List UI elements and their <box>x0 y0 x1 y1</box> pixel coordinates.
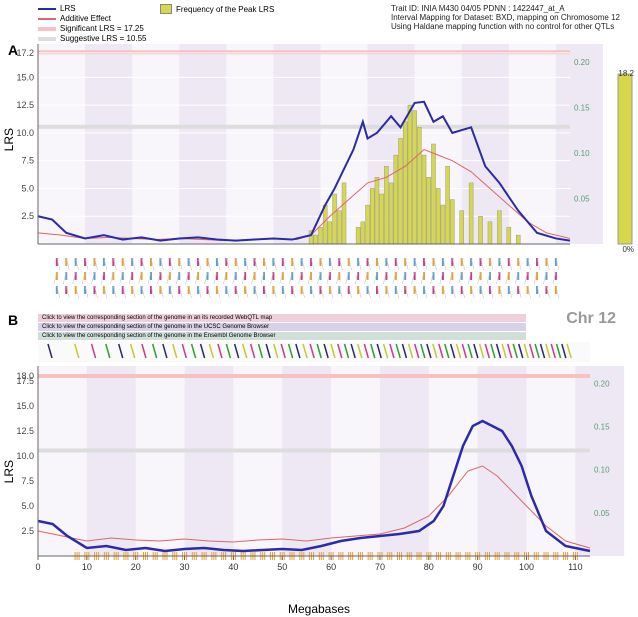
panel-b-svg: 2.55.07.510.012.515.017.518.00.050.100.1… <box>0 310 638 590</box>
legend-additive-label: Additive Effect <box>60 14 111 23</box>
svg-text:0.20: 0.20 <box>574 58 590 67</box>
svg-text:50: 50 <box>277 562 287 572</box>
svg-text:40: 40 <box>228 562 238 572</box>
svg-text:110: 110 <box>568 562 582 572</box>
svg-text:10: 10 <box>82 562 92 572</box>
panel-a-svg: 2.5 5.0 7.5 10.0 12.5 15.0 17.2 0.05 0.10 0.15 0.2… <box>0 38 638 308</box>
svg-text:0.05: 0.05 <box>594 509 610 518</box>
svg-text:80: 80 <box>424 562 434 572</box>
svg-text:70: 70 <box>375 562 385 572</box>
legend-lrs-label: LRS <box>60 4 76 13</box>
svg-text:2.5: 2.5 <box>21 211 34 221</box>
info-bar-ensembl[interactable]: Click to view the corresponding section … <box>38 332 526 340</box>
svg-text:12.5: 12.5 <box>16 426 34 436</box>
panel-a-label: A <box>8 42 18 58</box>
legend-freq-label: Frequency of the Peak LRS <box>176 5 274 14</box>
svg-text:90: 90 <box>473 562 483 572</box>
svg-text:15.0: 15.0 <box>16 401 34 411</box>
header-line3: Using Haldane mapping function with no c… <box>391 22 620 31</box>
svg-text:5.0: 5.0 <box>21 183 34 193</box>
panel-b-xlabel: Megabases <box>0 602 638 616</box>
info-bar-ucsc[interactable]: Click to view the corresponding section … <box>38 323 526 331</box>
svg-text:0%: 0% <box>622 245 634 254</box>
svg-text:10.0: 10.0 <box>16 451 34 461</box>
info-bar-webqtl[interactable]: Click to view the corresponding section … <box>38 314 526 322</box>
svg-text:17.2: 17.2 <box>16 48 34 58</box>
panel-b-label: B <box>8 312 18 328</box>
svg-text:0: 0 <box>35 562 40 572</box>
panel-a-ylabel: LRS <box>2 128 16 151</box>
svg-text:7.5: 7.5 <box>21 156 34 166</box>
legend-significant: Significant LRS = 17.25 <box>38 24 147 33</box>
svg-text:0.20: 0.20 <box>594 379 610 388</box>
svg-text:2.5: 2.5 <box>21 526 34 536</box>
svg-text:60: 60 <box>326 562 336 572</box>
svg-text:18.0: 18.0 <box>16 371 34 381</box>
svg-text:0.10: 0.10 <box>594 466 610 475</box>
svg-text:15.0: 15.0 <box>16 72 34 82</box>
legend-lrs: LRS <box>38 4 147 13</box>
svg-text:10.0: 10.0 <box>16 128 34 138</box>
svg-text:0.10: 0.10 <box>574 149 590 158</box>
svg-text:5.0: 5.0 <box>21 501 34 511</box>
header-line1: Trait ID: INIA M430 04/05 PDNN : 1422447… <box>391 4 620 13</box>
chr-label: Chr 12 <box>566 310 616 328</box>
svg-text:12.5: 12.5 <box>16 100 34 110</box>
svg-text:18.2: 18.2 <box>618 69 634 78</box>
svg-text:100: 100 <box>519 562 534 572</box>
info-bars: Click to view the corresponding section … <box>38 314 526 341</box>
svg-text:7.5: 7.5 <box>21 476 34 486</box>
svg-text:0.15: 0.15 <box>594 422 610 431</box>
svg-text:0.15: 0.15 <box>574 104 590 113</box>
svg-text:20: 20 <box>131 562 141 572</box>
svg-text:30: 30 <box>180 562 190 572</box>
figure: LRS Additive Effect Significant LRS = 17… <box>0 0 638 570</box>
header-text: Trait ID: INIA M430 04/05 PDNN : 1422447… <box>391 4 620 31</box>
legend-significant-label: Significant LRS = 17.25 <box>60 24 144 33</box>
legend-additive: Additive Effect <box>38 14 147 23</box>
svg-text:0.05: 0.05 <box>574 195 590 204</box>
panel-a: A LRS 2.5 5.0 7.5 10.0 12.5 15.0 17.2 0.05 0.10 0… <box>0 38 638 308</box>
legend-freq: Frequency of the Peak LRS <box>160 4 274 15</box>
header-line2: Interval Mapping for Dataset: BXD, mappi… <box>391 13 620 22</box>
panel-b-ylabel: LRS <box>2 460 16 483</box>
panel-b: B Chr 12 Click to view the corresponding… <box>0 310 638 610</box>
